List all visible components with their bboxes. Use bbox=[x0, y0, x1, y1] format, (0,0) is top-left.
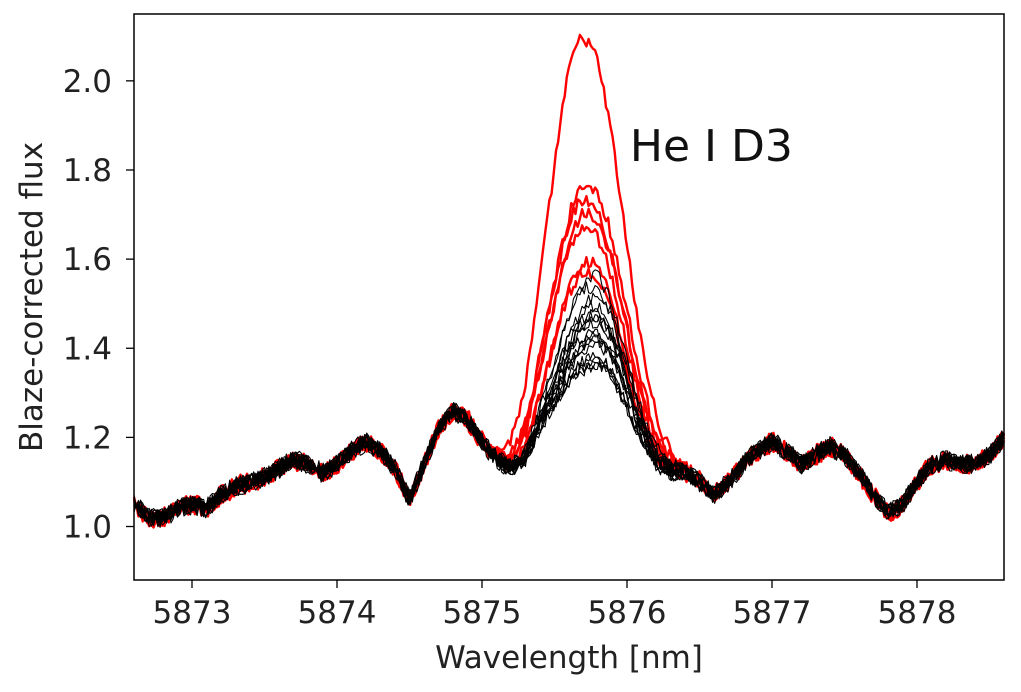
y-tick-label: 2.0 bbox=[63, 64, 112, 100]
x-axis-label: Wavelength [nm] bbox=[435, 640, 703, 676]
x-tick-label: 5873 bbox=[153, 595, 232, 631]
x-tick-label: 5876 bbox=[588, 595, 667, 631]
x-tick-label: 5874 bbox=[298, 595, 377, 631]
series-line-quiet-18 bbox=[133, 360, 1005, 518]
x-tick-label: 5878 bbox=[878, 595, 957, 631]
y-axis-ticks: 1.0 1.2 1.4 1.6 1.8 2.0 bbox=[63, 64, 134, 546]
plot-frame bbox=[133, 13, 1005, 581]
x-tick-label: 5877 bbox=[733, 595, 812, 631]
x-tick-label: 5875 bbox=[443, 595, 522, 631]
line-annotation: He I D3 bbox=[630, 121, 793, 172]
series-line-flare-7 bbox=[133, 267, 1006, 528]
series-line-flare-1 bbox=[133, 33, 1005, 529]
y-tick-label: 1.6 bbox=[63, 242, 112, 278]
y-tick-label: 1.4 bbox=[63, 331, 112, 367]
y-axis-label: Blaze-corrected flux bbox=[14, 142, 50, 452]
y-tick-label: 1.2 bbox=[63, 420, 112, 456]
x-axis-ticks: 5873 5874 5875 5876 5877 5878 bbox=[153, 580, 957, 631]
y-tick-label: 1.0 bbox=[63, 510, 112, 546]
plot-lines bbox=[132, 33, 1006, 529]
y-tick-label: 1.8 bbox=[63, 153, 112, 189]
series-line-quiet-8 bbox=[133, 318, 1005, 521]
